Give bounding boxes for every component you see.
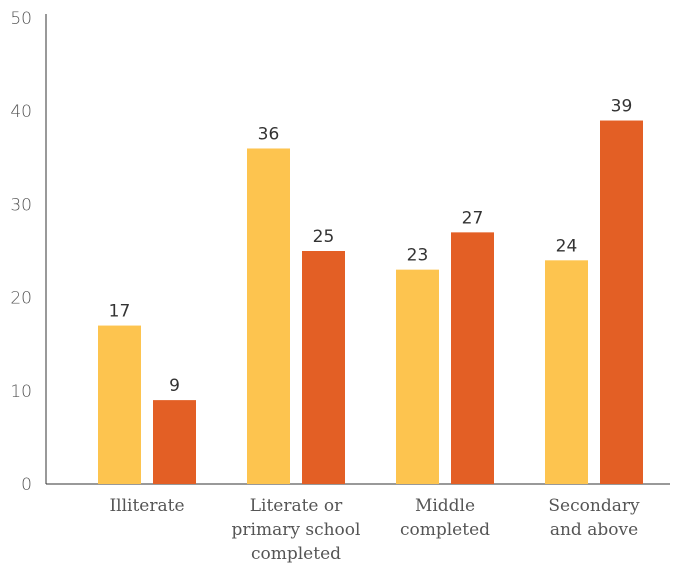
y-tick-label: 50 bbox=[10, 9, 32, 29]
y-axis-ticks: 0 10 20 30 40 50 bbox=[10, 9, 32, 495]
data-label: 17 bbox=[109, 302, 131, 322]
data-label: 23 bbox=[407, 246, 429, 266]
bar-series-2 bbox=[600, 120, 643, 485]
data-label: 36 bbox=[258, 124, 280, 144]
y-tick-label: 30 bbox=[10, 195, 32, 215]
bar-series-1 bbox=[396, 269, 439, 484]
data-label: 25 bbox=[313, 227, 335, 247]
bar-series-2 bbox=[302, 251, 345, 484]
x-category-label: Secondary and above bbox=[548, 496, 640, 540]
data-label: 27 bbox=[462, 208, 484, 228]
x-category-label: Literate or primary school completed bbox=[232, 496, 361, 563]
data-labels: 17 9 36 25 23 27 24 39 bbox=[109, 97, 633, 397]
bar-series-1 bbox=[545, 260, 588, 484]
bar-series-1 bbox=[98, 325, 141, 484]
y-tick-label: 10 bbox=[10, 382, 32, 402]
bar-series-2 bbox=[153, 400, 196, 484]
bars bbox=[98, 120, 643, 485]
bar-series-2 bbox=[451, 232, 494, 484]
x-category-label: Middle completed bbox=[400, 496, 490, 540]
y-tick-label: 20 bbox=[10, 289, 32, 309]
data-label: 9 bbox=[169, 376, 180, 396]
category-labels: Illiterate Literate or primary school compl… bbox=[109, 496, 640, 563]
y-tick-label: 0 bbox=[21, 475, 32, 495]
y-tick-label: 40 bbox=[10, 102, 32, 122]
x-category-label: Illiterate bbox=[109, 496, 184, 516]
bar-series-1 bbox=[247, 148, 290, 485]
data-label: 24 bbox=[556, 236, 578, 256]
data-label: 39 bbox=[611, 97, 633, 117]
